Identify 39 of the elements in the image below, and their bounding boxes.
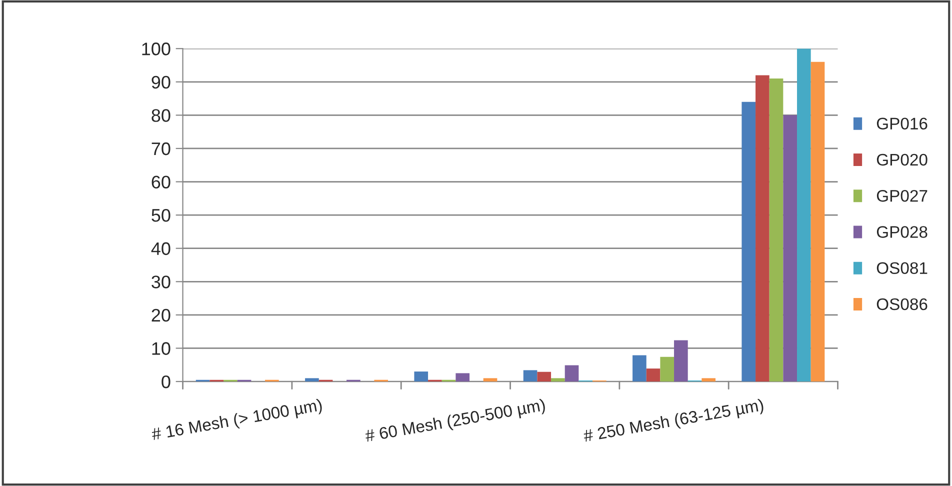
bar — [305, 378, 319, 382]
legend-label: OS086 — [876, 298, 928, 310]
bar — [632, 355, 646, 382]
bar — [769, 78, 784, 382]
bar — [414, 372, 428, 382]
legend-label: GP028 — [876, 226, 928, 238]
bar — [756, 75, 770, 382]
y-tick-label: 0 — [162, 375, 170, 388]
legend-label: GP020 — [876, 154, 928, 166]
bar — [564, 365, 579, 382]
legend-label: OS081 — [876, 262, 928, 274]
bar — [810, 62, 825, 382]
x-tick-label: # 250 Mesh (63-125 µm) — [582, 398, 764, 446]
y-tick-label: 90 — [152, 76, 170, 89]
bar — [523, 370, 538, 382]
bar — [646, 368, 660, 382]
x-tick-label: # 60 Mesh (250-500 µm) — [364, 398, 546, 446]
bar — [742, 102, 756, 382]
y-tick-label: 30 — [152, 276, 170, 288]
bar — [456, 373, 470, 382]
bar — [551, 378, 565, 382]
y-tick-label: 20 — [152, 308, 170, 322]
y-tick-label: 70 — [152, 142, 170, 156]
bar — [674, 340, 688, 382]
y-tick-label: 60 — [152, 176, 170, 188]
y-tick-label: 10 — [152, 342, 170, 355]
bar — [483, 378, 498, 382]
legend-label: GP016 — [876, 118, 928, 130]
bar — [702, 378, 716, 382]
y-tick-label: 50 — [152, 208, 170, 222]
bar — [660, 356, 674, 382]
legend-label: GP027 — [876, 190, 928, 202]
y-tick-label: 100 — [142, 42, 170, 56]
y-tick-label: 40 — [151, 242, 170, 256]
y-tick-label: 80 — [152, 109, 170, 122]
x-tick-label: # 16 Mesh (> 1000 µm) — [150, 398, 323, 444]
bar — [797, 48, 811, 382]
bar — [537, 372, 552, 382]
bar — [783, 115, 798, 382]
